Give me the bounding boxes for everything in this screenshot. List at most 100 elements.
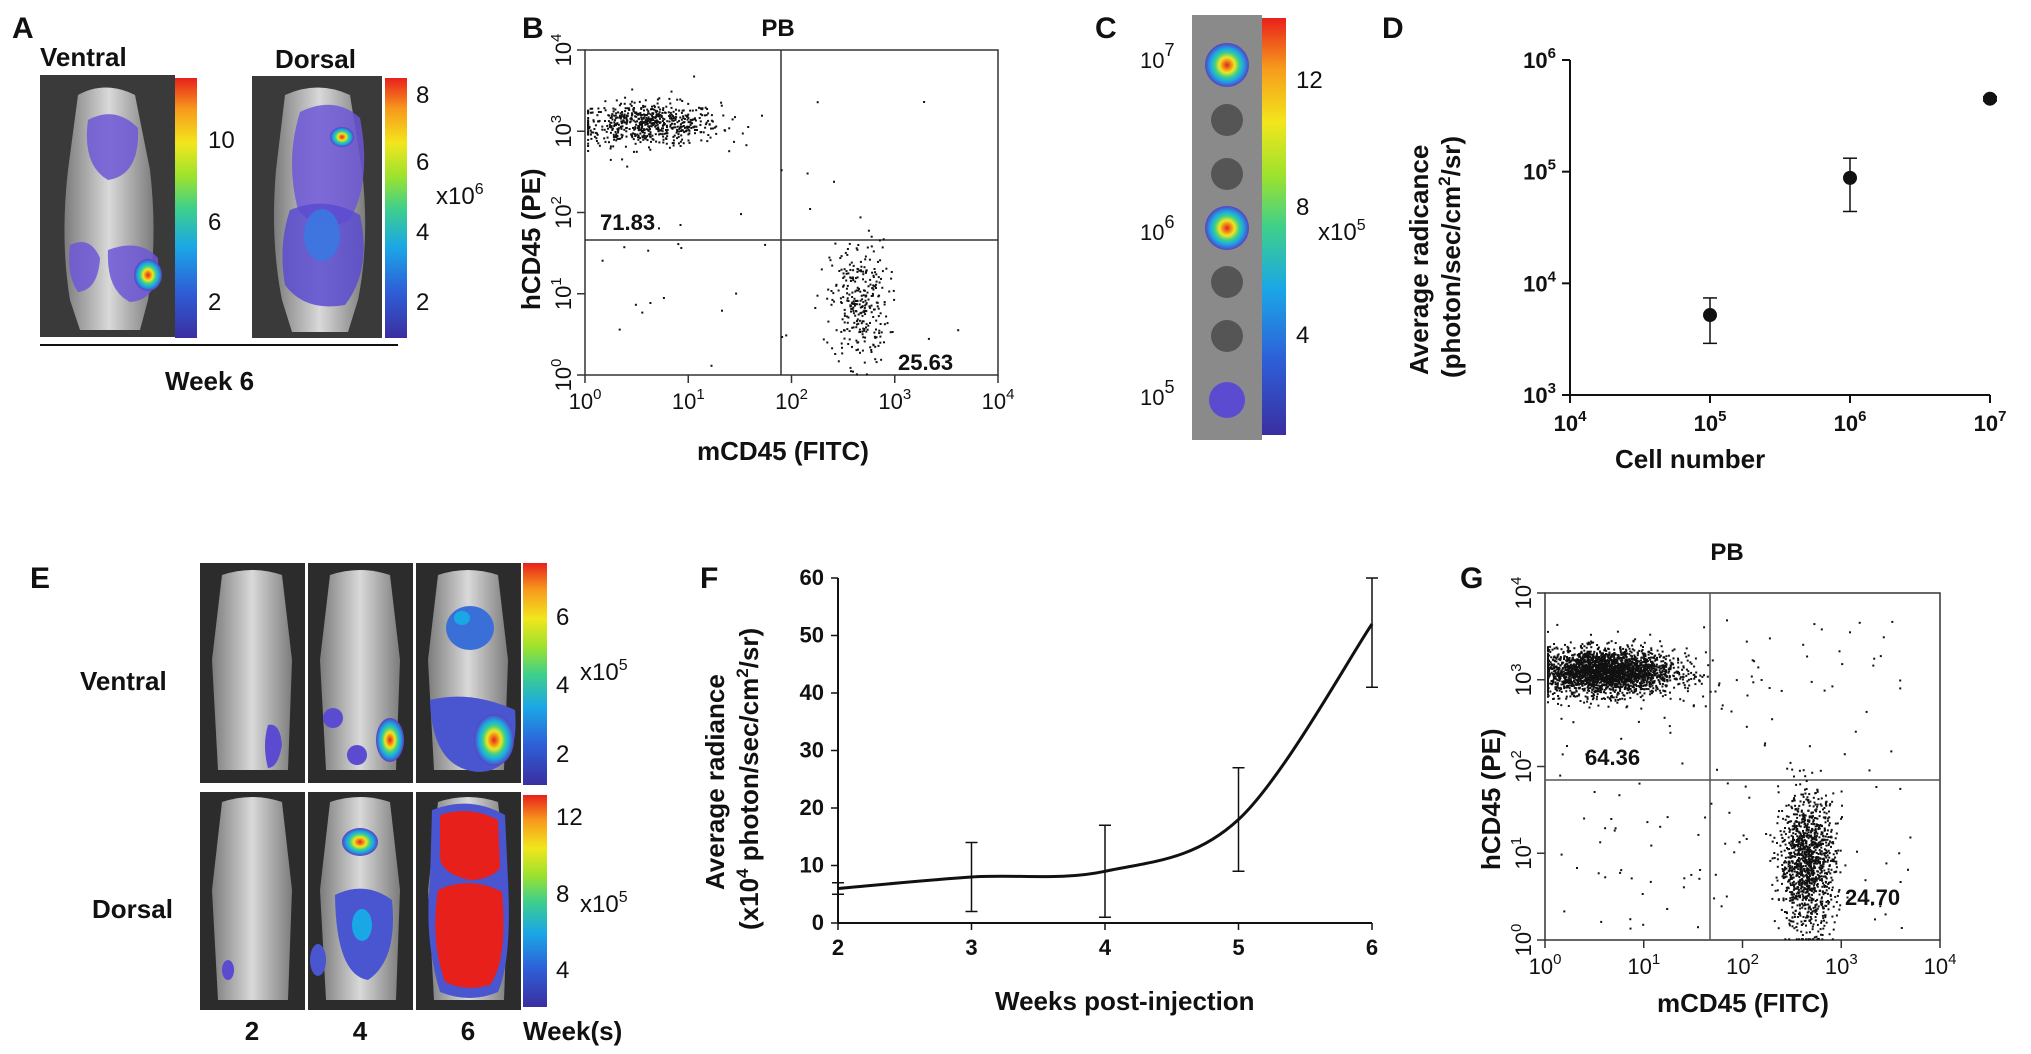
flow-event-dot bbox=[870, 351, 873, 353]
panel-b-title: PB bbox=[761, 15, 794, 42]
flow-event-dot bbox=[1805, 876, 1808, 879]
flow-event-dot bbox=[635, 150, 638, 153]
flow-event-dot bbox=[1624, 685, 1627, 688]
flow-event-dot bbox=[1595, 683, 1598, 686]
flow-event-dot bbox=[1792, 911, 1795, 914]
flow-event-dot bbox=[1603, 680, 1606, 683]
flow-event-dot bbox=[1647, 666, 1650, 669]
flow-event-dot bbox=[1586, 672, 1589, 675]
flow-event-dot bbox=[1547, 686, 1549, 689]
flow-event-dot bbox=[1609, 682, 1612, 685]
flow-event-dot bbox=[1619, 669, 1622, 672]
flow-event-dot bbox=[880, 358, 883, 361]
flow-event-dot bbox=[893, 298, 896, 301]
flow-event-dot bbox=[1592, 654, 1595, 656]
flow-event-dot bbox=[1793, 794, 1796, 797]
flow-event-dot bbox=[1613, 669, 1616, 672]
flow-event-dot bbox=[869, 283, 872, 286]
x-tick-label: 105 bbox=[1694, 408, 1727, 436]
panel-f-ylabel-line1: Average radiance bbox=[700, 674, 730, 890]
flow-event-dot bbox=[693, 118, 696, 121]
flow-event-dot bbox=[661, 133, 664, 136]
flow-event-dot bbox=[651, 123, 654, 126]
flow-event-dot bbox=[641, 126, 644, 129]
flow-event-dot bbox=[1580, 683, 1583, 686]
flow-event-dot bbox=[1566, 663, 1569, 666]
flow-event-dot bbox=[1578, 665, 1581, 668]
flow-event-dot bbox=[1638, 675, 1641, 678]
flow-event-dot bbox=[680, 130, 683, 132]
flow-event-dot bbox=[1810, 822, 1813, 825]
panel-e-cb1-scale: x105 bbox=[580, 657, 628, 686]
flow-event-dot bbox=[1547, 669, 1549, 672]
flow-event-dot bbox=[651, 108, 654, 110]
flow-event-dot bbox=[1791, 865, 1794, 868]
flow-event-dot bbox=[1611, 659, 1614, 662]
flow-event-dot bbox=[662, 297, 665, 299]
flow-event-dot bbox=[852, 326, 855, 329]
flow-event-dot bbox=[1834, 895, 1837, 898]
flow-event-dot bbox=[665, 132, 668, 135]
flow-event-dot bbox=[1609, 676, 1612, 679]
flow-event-dot bbox=[1626, 674, 1629, 677]
flow-event-dot bbox=[1797, 872, 1799, 875]
flow-event-dot bbox=[1812, 860, 1814, 863]
flow-event-dot bbox=[591, 107, 594, 110]
flow-event-dot bbox=[1824, 816, 1827, 819]
flow-event-dot bbox=[866, 291, 869, 294]
flow-event-dot bbox=[594, 124, 597, 127]
flow-event-dot bbox=[1648, 681, 1651, 684]
flow-event-dot bbox=[835, 329, 838, 332]
flow-event-dot bbox=[1613, 690, 1616, 693]
flow-event-dot bbox=[1639, 688, 1642, 691]
flow-event-dot bbox=[1828, 887, 1831, 890]
flow-event-dot bbox=[1563, 685, 1566, 688]
flow-event-dot bbox=[1820, 878, 1823, 880]
flow-event-dot bbox=[1811, 867, 1813, 870]
flow-event-dot bbox=[625, 117, 628, 120]
flow-event-dot bbox=[595, 137, 598, 140]
flow-event-dot bbox=[1586, 659, 1589, 662]
flow-event-dot bbox=[1667, 668, 1670, 671]
flow-event-dot bbox=[640, 116, 643, 119]
flow-event-dot bbox=[1560, 690, 1563, 693]
flow-event-dot bbox=[623, 117, 626, 119]
flow-event-dot bbox=[856, 300, 859, 302]
flow-event-dot bbox=[1787, 848, 1790, 851]
flow-event-dot bbox=[1602, 656, 1605, 659]
flow-event-dot bbox=[1633, 654, 1636, 657]
flow-event-dot bbox=[1619, 650, 1622, 653]
flow-event-dot bbox=[1549, 690, 1552, 693]
flow-event-dot bbox=[1642, 674, 1645, 677]
flow-event-dot bbox=[1562, 661, 1565, 664]
flow-event-dot bbox=[1773, 920, 1776, 923]
y-tick-label: 0 bbox=[812, 910, 824, 935]
panel-e-week-label: 2 bbox=[245, 1016, 259, 1046]
flow-event-dot bbox=[1816, 845, 1818, 848]
flow-event-dot bbox=[1677, 659, 1680, 661]
flow-event-dot bbox=[639, 112, 642, 115]
flow-event-dot bbox=[1856, 850, 1858, 853]
flow-event-dot bbox=[1552, 679, 1555, 682]
flow-event-dot bbox=[589, 129, 592, 132]
flow-event-dot bbox=[702, 131, 705, 134]
flow-event-dot bbox=[1651, 684, 1654, 687]
flow-event-dot bbox=[1690, 678, 1693, 680]
flow-event-dot bbox=[1658, 669, 1661, 672]
flow-event-dot bbox=[1585, 677, 1588, 680]
flow-event-dot bbox=[860, 322, 863, 325]
flow-event-dot bbox=[1787, 804, 1790, 807]
flow-event-dot bbox=[1603, 664, 1605, 667]
flow-event-dot bbox=[611, 113, 614, 116]
flow-event-dot bbox=[639, 123, 642, 126]
flow-event-dot bbox=[682, 142, 685, 145]
flow-event-dot bbox=[1814, 919, 1817, 922]
flow-event-dot bbox=[1590, 640, 1593, 643]
flow-event-dot bbox=[649, 133, 652, 136]
flow-event-dot bbox=[1552, 674, 1555, 677]
flow-event-dot bbox=[842, 272, 845, 275]
flow-event-dot bbox=[615, 133, 618, 136]
flow-event-dot bbox=[865, 373, 868, 376]
flow-event-dot bbox=[615, 136, 618, 139]
flow-event-dot bbox=[1563, 656, 1566, 659]
